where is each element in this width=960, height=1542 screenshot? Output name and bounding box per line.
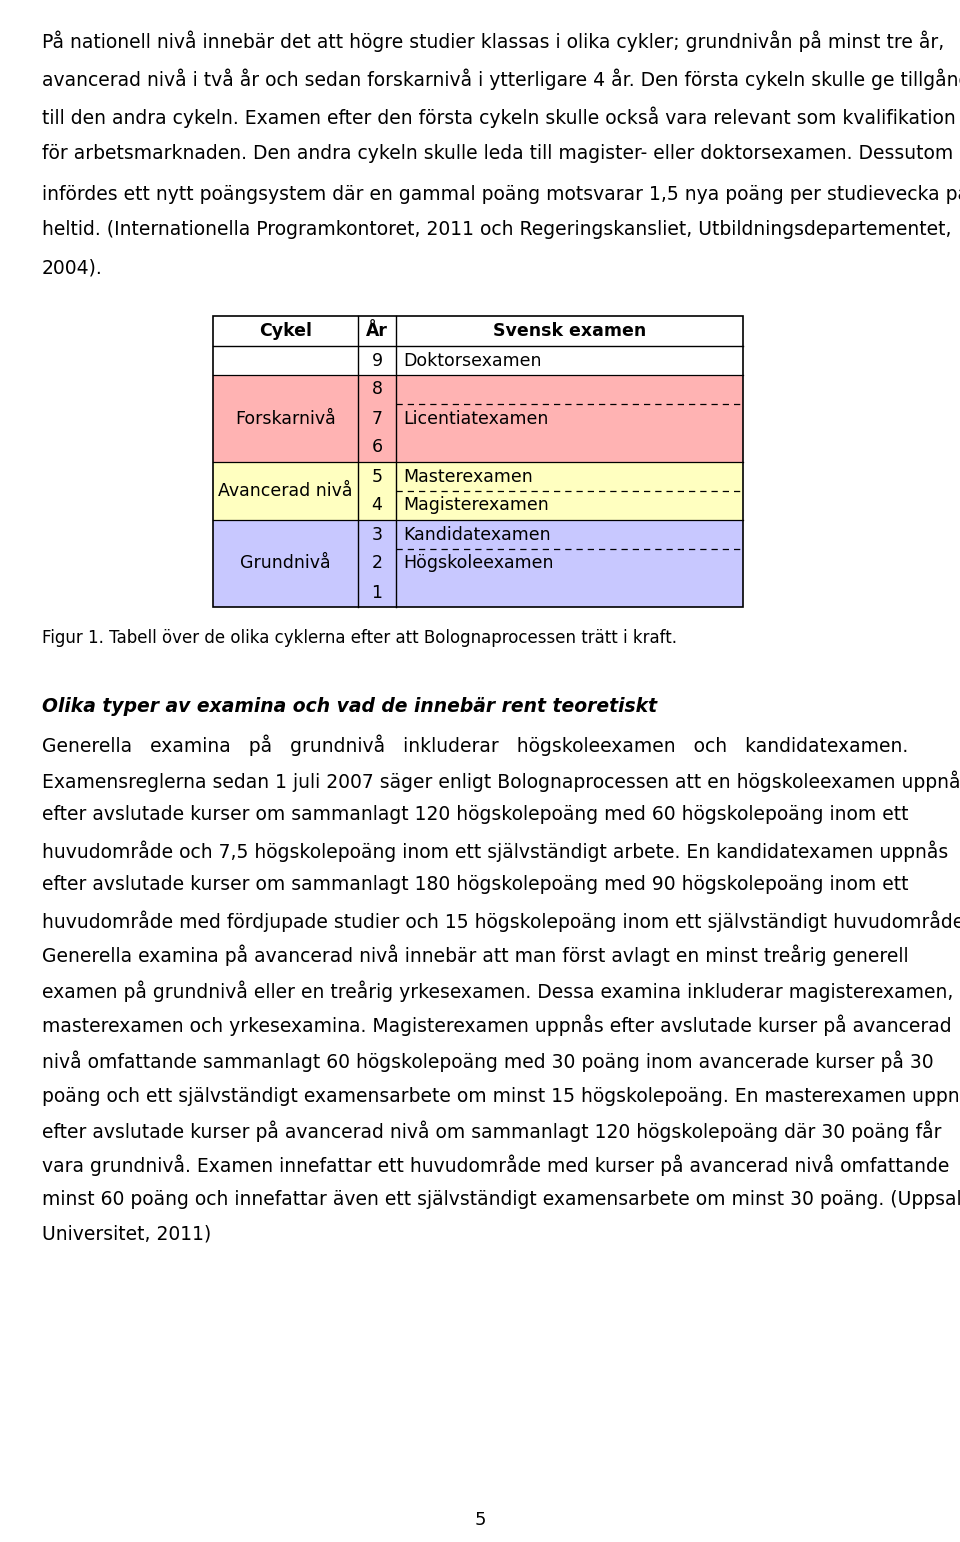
Text: nivå omfattande sammanlagt 60 högskolepoäng med 30 poäng inom avancerade kurser : nivå omfattande sammanlagt 60 högskolepo… [42, 1050, 934, 1072]
Text: infördes ett nytt poängsystem där en gammal poäng motsvarar 1,5 nya poäng per st: infördes ett nytt poängsystem där en gam… [42, 182, 960, 204]
Text: Examensreglerna sedan 1 juli 2007 säger enligt Bolognaprocessen att en högskolee: Examensreglerna sedan 1 juli 2007 säger … [42, 769, 960, 791]
Text: Grundnivå: Grundnivå [240, 555, 331, 572]
Text: 7: 7 [372, 410, 382, 427]
Text: för arbetsmarknaden. Den andra cykeln skulle leda till magister- eller doktorsex: för arbetsmarknaden. Den andra cykeln sk… [42, 143, 953, 163]
Text: Högskoleexamen: Högskoleexamen [403, 555, 554, 572]
Text: Generella   examina   på   grundnivå   inkluderar   högskoleexamen   och   kandi: Generella examina på grundnivå inkludera… [42, 736, 908, 757]
Text: efter avslutade kurser om sammanlagt 120 högskolepoäng med 60 högskolepoäng inom: efter avslutade kurser om sammanlagt 120… [42, 805, 908, 823]
Bar [213, 578, 743, 608]
Text: 2004).: 2004). [42, 258, 103, 278]
Text: På nationell nivå innebär det att högre studier klassas i olika cykler; grundniv: På nationell nivå innebär det att högre … [42, 29, 945, 51]
Text: Masterexamen: Masterexamen [403, 467, 533, 486]
Text: minst 60 poäng och innefattar även ett självständigt examensarbete om minst 30 p: minst 60 poäng och innefattar även ett s… [42, 1190, 960, 1209]
Text: Cykel: Cykel [259, 322, 312, 339]
Text: Svensk examen: Svensk examen [492, 322, 646, 339]
Text: Kandidatexamen: Kandidatexamen [403, 526, 551, 543]
Text: 1: 1 [372, 583, 382, 601]
Text: heltid. (Internationella Programkontoret, 2011 och Regeringskansliet, Utbildning: heltid. (Internationella Programkontoret… [42, 221, 951, 239]
Bar [213, 549, 743, 578]
Text: Doktorsexamen: Doktorsexamen [403, 352, 541, 370]
Text: efter avslutade kurser på avancerad nivå om sammanlagt 120 högskolepoäng där 30 : efter avslutade kurser på avancerad nivå… [42, 1119, 942, 1141]
Bar [213, 316, 743, 345]
Text: 3: 3 [372, 526, 382, 543]
Text: avancerad nivå i två år och sedan forskarnivå i ytterligare 4 år. Den första cyk: avancerad nivå i två år och sedan forska… [42, 68, 960, 89]
Text: 4: 4 [372, 497, 382, 515]
Text: poäng och ett självständigt examensarbete om minst 15 högskolepoäng. En masterex: poäng och ett självständigt examensarbet… [42, 1086, 960, 1107]
Text: huvudområde och 7,5 högskolepoäng inom ett självständigt arbete. En kandidatexam: huvudområde och 7,5 högskolepoäng inom e… [42, 840, 948, 862]
Text: 6: 6 [372, 438, 383, 456]
Text: 5: 5 [372, 467, 382, 486]
Bar [213, 433, 743, 463]
Text: Forskarnivå: Forskarnivå [235, 410, 336, 427]
Text: År: År [366, 322, 388, 339]
Bar [213, 404, 743, 433]
Bar [213, 345, 743, 375]
Text: vara grundnivå. Examen innefattar ett huvudområde med kurser på avancerad nivå o: vara grundnivå. Examen innefattar ett hu… [42, 1155, 949, 1177]
Text: efter avslutade kurser om sammanlagt 180 högskolepoäng med 90 högskolepoäng inom: efter avslutade kurser om sammanlagt 180… [42, 874, 908, 894]
Bar [213, 375, 743, 404]
Text: Magisterexamen: Magisterexamen [403, 497, 549, 515]
Text: till den andra cykeln. Examen efter den första cykeln skulle också vara relevant: till den andra cykeln. Examen efter den … [42, 106, 956, 128]
Bar [213, 490, 743, 520]
Bar [213, 520, 743, 549]
Text: Universitet, 2011): Universitet, 2011) [42, 1224, 211, 1244]
Bar [213, 316, 743, 608]
Text: 5: 5 [474, 1511, 486, 1530]
Text: Olika typer av examina och vad de innebär rent teoretiskt: Olika typer av examina och vad de innebä… [42, 697, 658, 715]
Text: Avancerad nivå: Avancerad nivå [218, 483, 352, 500]
Bar [213, 463, 743, 490]
Text: 2: 2 [372, 555, 382, 572]
Text: Licentiatexamen: Licentiatexamen [403, 410, 548, 427]
Text: masterexamen och yrkesexamina. Magisterexamen uppnås efter avslutade kurser på a: masterexamen och yrkesexamina. Magistere… [42, 1015, 951, 1036]
Text: Figur 1. Tabell över de olika cyklerna efter att Bolognaprocessen trätt i kraft.: Figur 1. Tabell över de olika cyklerna e… [42, 629, 677, 648]
Text: examen på grundnivå eller en treårig yrkesexamen. Dessa examina inkluderar magis: examen på grundnivå eller en treårig yrk… [42, 981, 953, 1001]
Text: huvudområde med fördjupade studier och 15 högskolepoäng inom ett självständigt h: huvudområde med fördjupade studier och 1… [42, 910, 960, 931]
Text: 9: 9 [372, 352, 383, 370]
Text: 8: 8 [372, 381, 382, 398]
Text: Generella examina på avancerad nivå innebär att man först avlagt en minst treåri: Generella examina på avancerad nivå inne… [42, 945, 908, 967]
